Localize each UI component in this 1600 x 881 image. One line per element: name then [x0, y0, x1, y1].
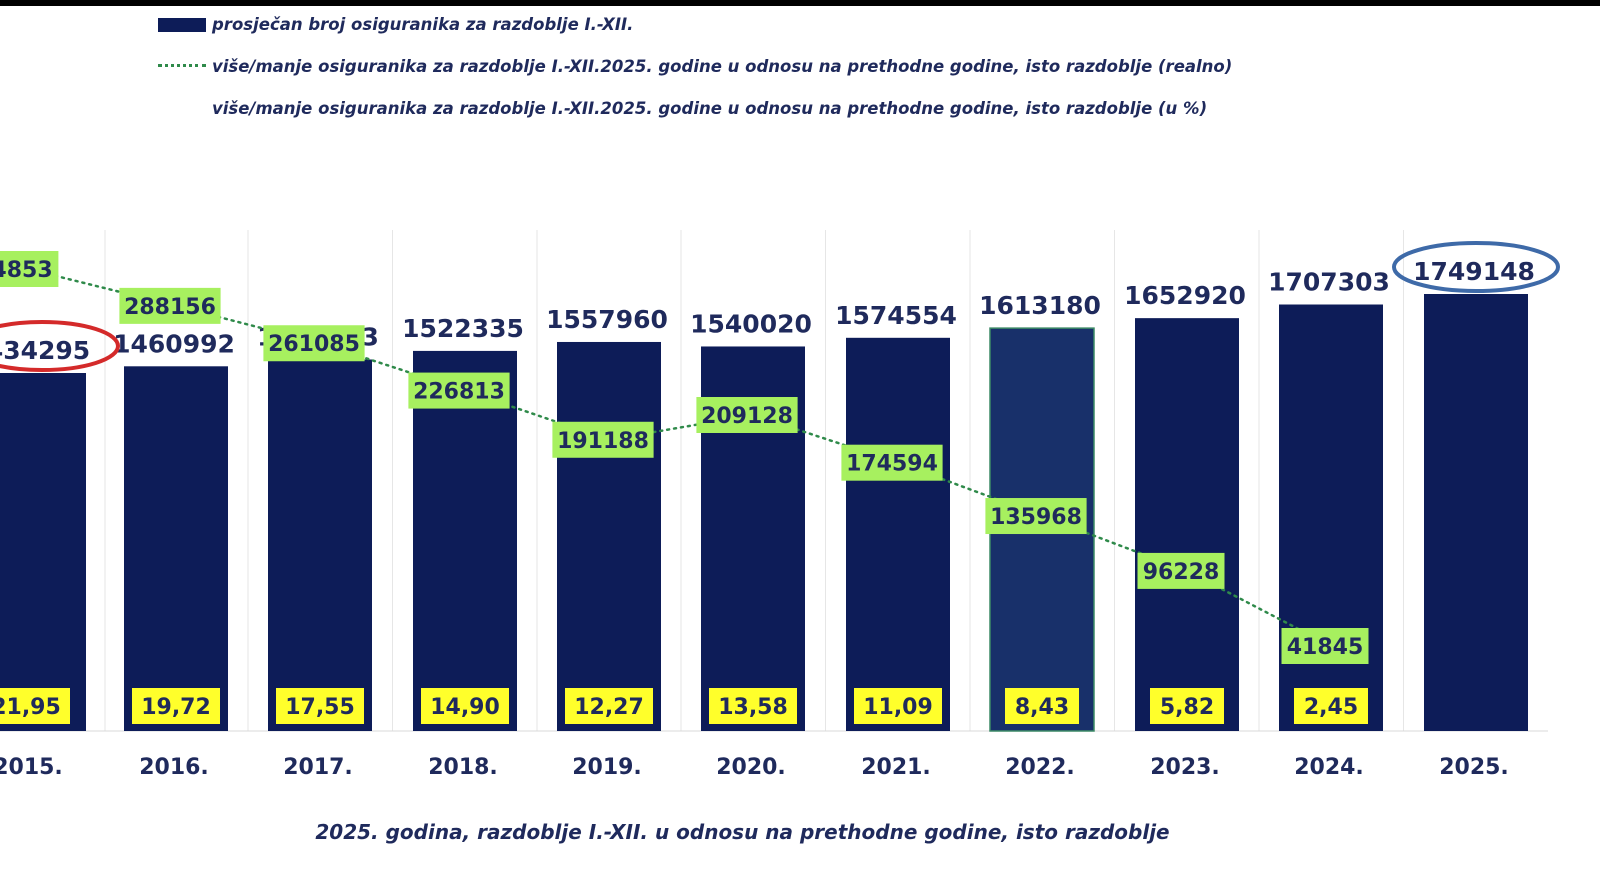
red-highlight-circle [0, 320, 120, 372]
percent-value-label: 14,90 [430, 695, 500, 720]
x-tick-label: 2025. [1439, 755, 1509, 780]
x-tick-label: 2020. [716, 755, 786, 780]
percent-value-box [1294, 688, 1368, 724]
percent-value-label: 13,58 [718, 695, 788, 720]
legend-item-bars: prosječan broj osiguranika za razdoblje … [158, 14, 633, 34]
percent-value-label: 8,43 [1015, 695, 1069, 720]
line-value-label: 4853 [0, 258, 53, 283]
percent-value-label: 5,82 [1160, 695, 1214, 720]
line-value-box [696, 396, 798, 433]
x-tick-label: 2019. [572, 755, 642, 780]
bar-2024 [1279, 304, 1383, 731]
bar-2019 [557, 341, 661, 731]
percent-value-box [1150, 688, 1224, 724]
line-value-label: 96228 [1143, 560, 1220, 585]
percent-value-box [276, 688, 364, 724]
percent-value-box [0, 688, 70, 724]
line-value-box [841, 444, 943, 481]
line-value-label: 174594 [846, 452, 938, 477]
legend-label-line: više/manje osiguranika za razdoblje I.-X… [212, 57, 1233, 76]
x-tick-label: 2017. [283, 755, 353, 780]
line-value-box [552, 421, 654, 458]
legend-label-percent: više/manje osiguranika za razdoblje I.-X… [212, 99, 1208, 118]
x-tick-label: 2016. [139, 755, 209, 780]
bar-value-label: 1707303 [1268, 267, 1390, 296]
percent-value-label: 21,95 [0, 695, 61, 720]
x-tick-label: 2023. [1150, 755, 1220, 780]
line-value-box [119, 287, 221, 324]
bar-value-label: 434295 [0, 336, 90, 365]
line-value-label: 261085 [268, 332, 360, 357]
line-value-label: 191188 [557, 429, 649, 454]
x-tick-label: 2021. [861, 755, 931, 780]
bar-value-label: 1574554 [835, 301, 957, 330]
line-value-box [263, 325, 365, 362]
legend-line-swatch [158, 64, 206, 67]
bar-2021 [846, 337, 950, 731]
line-value-label: 288156 [124, 295, 216, 320]
percent-value-box [709, 688, 797, 724]
bar-2015 [0, 373, 86, 731]
line-series-realno [26, 267, 1333, 648]
percent-value-label: 17,55 [285, 695, 355, 720]
x-tick-label: 2018. [428, 755, 498, 780]
percent-value-label: 19,72 [141, 695, 211, 720]
bar-value-label: 1652920 [1124, 281, 1246, 310]
bar-2018 [413, 350, 517, 731]
line-value-label: 209128 [701, 404, 793, 429]
line-value-label: 41845 [1287, 635, 1364, 660]
bar-value-label: 1540020 [690, 309, 812, 338]
percent-value-box [1005, 688, 1079, 724]
bar-2016 [124, 366, 228, 731]
line-value-label: 135968 [990, 505, 1082, 530]
percent-value-box [565, 688, 653, 724]
blue-highlight-circle [1392, 241, 1560, 293]
line-value-box [1137, 552, 1225, 589]
top-border [0, 0, 1600, 6]
x-tick-label: 2022. [1005, 755, 1075, 780]
bar-2017 [268, 359, 372, 731]
line-value-box [0, 251, 59, 287]
bar-value-label: 1613180 [979, 291, 1101, 320]
bar-value-label: 1460992 [113, 329, 235, 358]
line-value-box [985, 498, 1087, 535]
legend-item-percent: više/manje osiguranika za razdoblje I.-X… [158, 98, 1207, 118]
legend-bar-swatch [158, 17, 206, 32]
line-value-box [1281, 628, 1369, 664]
legend-item-line: više/manje osiguranika za razdoblje I.-X… [158, 56, 1232, 76]
percent-value-box [132, 688, 220, 724]
percent-value-label: 2,45 [1304, 695, 1358, 720]
bar-value-label: 1522335 [402, 314, 524, 343]
percent-value-label: 12,27 [574, 695, 644, 720]
chart-caption: 2025. godina, razdoblje I.-XII. u odnosu… [315, 820, 1170, 844]
percent-value-box [854, 688, 942, 724]
legend-label-bars: prosječan broj osiguranika za razdoblje … [212, 15, 634, 34]
bar-2025 [1424, 294, 1528, 731]
line-value-label: 226813 [413, 380, 505, 405]
x-tick-label: 2015. [0, 755, 63, 780]
bar-value-label: 1749148 [1413, 257, 1535, 286]
percent-value-box [421, 688, 509, 724]
x-tick-label: 2024. [1294, 755, 1364, 780]
line-value-box [408, 372, 510, 409]
bar-2023 [1135, 318, 1239, 731]
percent-value-label: 11,09 [863, 695, 933, 720]
bar-value-label: 1557960 [546, 305, 668, 334]
